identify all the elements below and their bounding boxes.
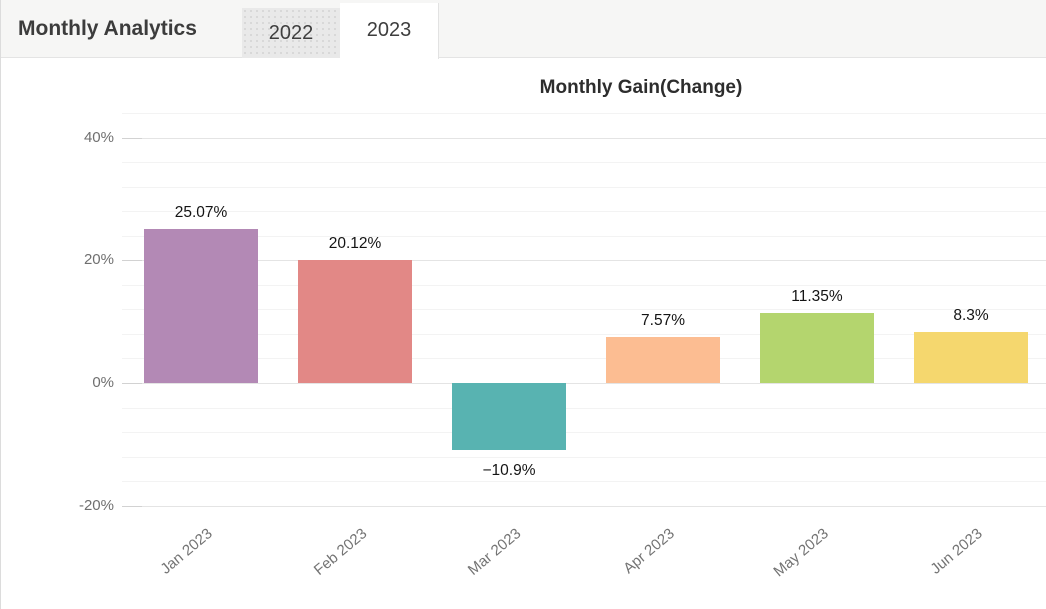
bar-jan-2023[interactable] — [144, 229, 258, 383]
x-axis-label: Jan 2023 — [157, 525, 216, 578]
bar-apr-2023[interactable] — [606, 337, 720, 383]
gridline-minor — [122, 236, 1046, 237]
gridline-minor — [122, 187, 1046, 188]
x-axis-label: Jun 2023 — [927, 525, 986, 578]
monthly-gain-chart: Monthly Gain(Change) 40% 20% 0% -20% 25.07% J… — [1, 58, 1046, 609]
gridline-minor — [122, 358, 1046, 359]
bar-value-label: −10.9% — [482, 462, 536, 479]
bar-may-2023[interactable] — [760, 313, 874, 383]
y-axis-label: 0% — [92, 374, 114, 391]
gridline-major — [122, 506, 1046, 507]
bar-value-label: 7.57% — [641, 312, 685, 329]
y-axis-label: 20% — [83, 251, 114, 268]
gridline-minor — [122, 162, 1046, 163]
x-axis-label: Feb 2023 — [310, 525, 370, 579]
x-axis-label: Apr 2023 — [620, 525, 678, 578]
header-bar: Monthly Analytics 2022 2023 — [1, 0, 1046, 59]
gridline-major — [122, 138, 1046, 139]
x-axis-label: Mar 2023 — [464, 525, 524, 579]
gridline-minor — [122, 285, 1046, 286]
gridline-minor — [122, 334, 1046, 335]
bar-feb-2023[interactable] — [298, 260, 412, 383]
gridline-minor — [122, 211, 1046, 212]
gridline-minor — [122, 432, 1046, 433]
gridline-minor — [122, 481, 1046, 482]
y-axis-label: 40% — [83, 129, 114, 146]
gridline-major — [122, 260, 1046, 261]
y-axis-label: -20% — [78, 497, 114, 514]
tab-2022[interactable]: 2022 — [242, 8, 340, 58]
gridline-major — [122, 383, 1046, 384]
bar-value-label: 11.35% — [791, 288, 843, 305]
bar-value-label: 20.12% — [328, 235, 382, 252]
y-axis-tick — [122, 383, 142, 384]
chart-title: Monthly Gain(Change) — [539, 77, 743, 98]
y-axis-tick — [122, 138, 142, 139]
page-title: Monthly Analytics — [18, 17, 197, 40]
gridline-minor — [122, 408, 1046, 409]
gridline-minor — [122, 309, 1046, 310]
bar-value-label: 25.07% — [174, 204, 228, 221]
bar-mar-2023[interactable] — [452, 383, 566, 450]
bar-jun-2023[interactable] — [914, 332, 1028, 383]
gridline-minor — [122, 457, 1046, 458]
bar-value-label: 8.3% — [953, 307, 989, 324]
y-axis-tick — [122, 260, 142, 261]
y-axis-tick — [122, 506, 142, 507]
x-axis-label: May 2023 — [770, 525, 832, 581]
gridline-minor — [122, 113, 1046, 114]
tab-2023[interactable]: 2023 — [340, 3, 439, 59]
